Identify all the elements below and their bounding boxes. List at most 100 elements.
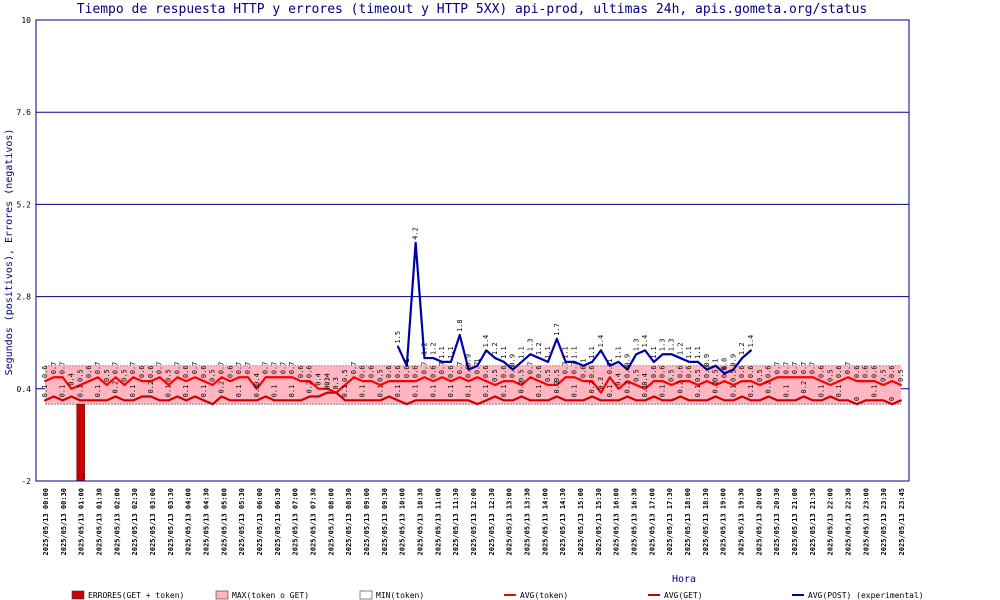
series-point xyxy=(520,383,523,386)
point-value-label: 1.4 xyxy=(597,335,605,348)
series-point xyxy=(705,368,708,371)
point-value-label: 0.1 xyxy=(818,385,826,398)
point-value-label: 0.6 xyxy=(721,365,729,378)
point-value-label: 1.2 xyxy=(535,342,543,355)
series-point xyxy=(494,357,497,360)
point-value-label: 0.6 xyxy=(147,365,155,378)
series-point xyxy=(617,387,620,390)
point-value-label: 0.6 xyxy=(703,365,711,378)
series-point xyxy=(847,399,850,402)
series-point xyxy=(794,399,797,402)
x-tick-label: 2025/05/13 14:30 xyxy=(559,488,567,555)
series-point xyxy=(732,383,735,386)
point-value-label: 1 xyxy=(606,359,614,363)
point-value-label: 0.2 xyxy=(588,381,596,394)
series-point xyxy=(802,376,805,379)
point-value-label: 0.3 xyxy=(597,377,605,390)
series-point xyxy=(423,399,426,402)
x-tick-label: 2025/05/13 07:00 xyxy=(292,488,300,555)
series-point xyxy=(538,380,541,383)
series-point xyxy=(88,399,91,402)
point-value-label: 0.5 xyxy=(879,369,887,382)
series-point xyxy=(485,380,488,383)
point-value-label: 0.1 xyxy=(253,385,261,398)
series-point xyxy=(229,380,232,383)
point-value-label: 0.6 xyxy=(765,365,773,378)
series-point xyxy=(405,364,408,367)
point-value-label: 0.1 xyxy=(412,385,420,398)
point-value-label: 0 xyxy=(888,397,896,401)
point-value-label: 0.2 xyxy=(147,381,155,394)
y-tick-label: 0.4 xyxy=(17,385,32,394)
point-value-label: 0.6 xyxy=(297,365,305,378)
legend-swatch xyxy=(215,590,229,600)
point-value-label: 0.1 xyxy=(747,385,755,398)
series-point xyxy=(608,376,611,379)
series-point xyxy=(555,383,558,386)
x-tick-labels: 2025/05/13 00:00 2025/05/13 00:30 2025/05/… xyxy=(42,488,906,555)
series-point xyxy=(705,399,708,402)
error-bar-label: -2 xyxy=(76,472,84,480)
point-value-label: 1 xyxy=(712,359,720,363)
point-value-label: 1.2 xyxy=(676,342,684,355)
series-point xyxy=(767,395,770,398)
series-point xyxy=(723,399,726,402)
series-point xyxy=(105,383,108,386)
x-tick-label: 2025/05/13 16:00 xyxy=(613,488,621,555)
point-value-label: 0.7 xyxy=(129,362,137,375)
series-point xyxy=(564,399,567,402)
point-value-label: 1.1 xyxy=(447,346,455,359)
point-value-label: 0.5 xyxy=(729,369,737,382)
point-value-label: 0.1 xyxy=(129,385,137,398)
series-point xyxy=(96,399,99,402)
point-value-label: 0.6 xyxy=(465,365,473,378)
series-point xyxy=(344,383,347,386)
y-gridlines xyxy=(36,111,909,390)
series-point xyxy=(229,399,232,402)
series-point xyxy=(635,399,638,402)
series-point xyxy=(185,380,188,383)
point-value-label: 0.6 xyxy=(359,365,367,378)
series-point xyxy=(246,376,249,379)
series-point xyxy=(361,399,364,402)
series-point xyxy=(758,399,761,402)
series-point xyxy=(476,403,479,406)
point-value-label: 0.6 xyxy=(747,365,755,378)
point-value-label: 0.4 xyxy=(641,373,649,386)
series-point xyxy=(414,241,417,244)
series-point xyxy=(432,399,435,402)
series-point xyxy=(441,376,444,379)
x-tick-label: 2025/05/13 20:30 xyxy=(773,488,781,555)
series-point xyxy=(264,376,267,379)
point-value-label: 0.7 xyxy=(438,362,446,375)
series-point xyxy=(114,376,117,379)
x-tick-label: 2025/05/13 22:00 xyxy=(827,488,835,555)
series-point xyxy=(44,399,46,402)
point-value-label: 0.2 xyxy=(712,381,720,394)
point-value-label: 0.1 xyxy=(871,385,879,398)
series-point xyxy=(652,380,655,383)
series-point xyxy=(467,368,470,371)
series-point xyxy=(185,399,188,402)
series-point xyxy=(661,380,664,383)
point-value-label: 0.2 xyxy=(306,381,314,394)
series-point xyxy=(723,372,726,375)
series-point xyxy=(555,337,558,340)
point-value-label: 0.1 xyxy=(59,385,67,398)
series-point xyxy=(123,399,126,402)
point-value-label: 0.6 xyxy=(482,365,490,378)
point-value-label: 0.1 xyxy=(94,385,102,398)
point-value-label: 0.1 xyxy=(341,385,349,398)
series-point xyxy=(644,349,647,352)
point-value-label: 0.7 xyxy=(473,362,481,375)
series-point xyxy=(838,380,841,383)
series-point xyxy=(220,376,223,379)
series-point xyxy=(396,399,399,402)
series-point xyxy=(688,380,691,383)
series-point xyxy=(502,380,505,383)
point-value-label: 1.2 xyxy=(420,342,428,355)
point-value-label: 0.1 xyxy=(76,385,84,398)
series-point xyxy=(741,357,744,360)
point-value-label: 0.5 xyxy=(165,369,173,382)
series-point xyxy=(564,360,567,363)
